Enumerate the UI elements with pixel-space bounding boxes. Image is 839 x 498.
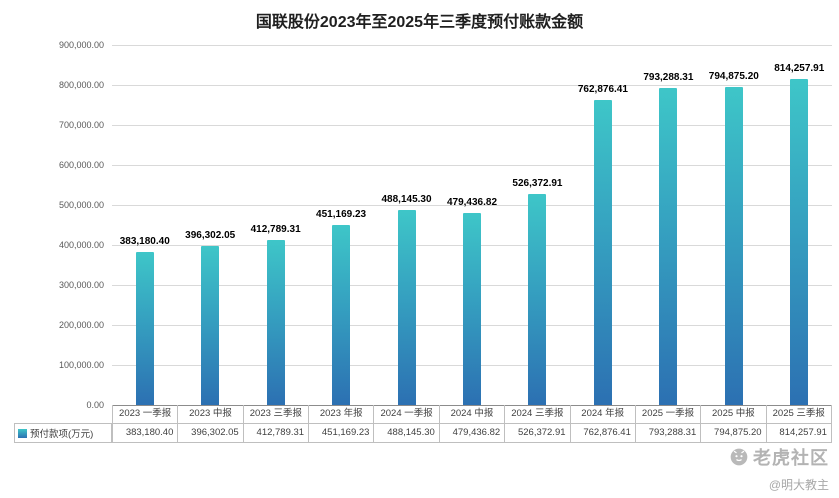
bar bbox=[135, 251, 154, 405]
bar bbox=[332, 224, 351, 405]
bar-data-label: 479,436.82 bbox=[446, 197, 498, 209]
tiger-icon bbox=[729, 447, 749, 467]
category-cell: 2023 三季报 bbox=[242, 405, 309, 424]
y-tick-label: 200,000.00 bbox=[58, 320, 104, 330]
category-cell: 2025 中报 bbox=[700, 405, 766, 424]
value-cell: 479,436.82 bbox=[438, 423, 505, 443]
y-tick-label: 600,000.00 bbox=[58, 160, 104, 170]
category-cell: 2025 一季报 bbox=[634, 405, 701, 424]
bar-data-label: 762,876.41 bbox=[577, 83, 628, 95]
value-cell: 488,145.30 bbox=[373, 423, 439, 443]
category-cell: 2025 三季报 bbox=[765, 405, 832, 424]
category-cell: 2024 年报 bbox=[569, 405, 635, 424]
bar-data-label: 793,288.31 bbox=[643, 71, 694, 83]
value-cell: 451,169.23 bbox=[308, 423, 374, 443]
category-cell: 2024 三季报 bbox=[504, 405, 570, 424]
y-tick-label: 700,000.00 bbox=[58, 120, 104, 130]
chart-title: 国联股份2023年至2025年三季度预付账款金额 bbox=[255, 14, 584, 31]
bar-data-label: 412,789.31 bbox=[250, 223, 301, 235]
category-cell: 2023 中报 bbox=[177, 405, 243, 424]
value-cell: 793,288.31 bbox=[634, 423, 701, 443]
value-cell: 383,180.40 bbox=[112, 423, 178, 443]
gridline bbox=[112, 205, 832, 206]
series-swatch-icon bbox=[18, 428, 27, 438]
category-axis-row: 2023 一季报 2023 中报 2023 三季报 2023 年报 2024 一季报 20… bbox=[112, 405, 832, 424]
value-cell: 814,257.91 bbox=[765, 423, 832, 443]
bar bbox=[201, 246, 220, 405]
bar-data-label: 396,302.05 bbox=[185, 230, 236, 242]
bar-data-label: 526,372.91 bbox=[512, 178, 563, 190]
bar bbox=[790, 79, 809, 405]
y-tick-label: 500,000.00 bbox=[58, 200, 104, 210]
y-tick-label: 400,000.00 bbox=[58, 240, 104, 250]
gridline bbox=[112, 125, 832, 126]
watermark-community: 老虎社区 bbox=[729, 444, 829, 470]
bar bbox=[528, 194, 547, 405]
bar-data-label: 451,169.23 bbox=[316, 208, 367, 220]
bar bbox=[266, 239, 285, 405]
y-tick-label: 0.00 bbox=[86, 400, 104, 410]
bar bbox=[397, 209, 416, 405]
watermark-community-text: 老虎社区 bbox=[753, 448, 829, 468]
y-tick-label: 300,000.00 bbox=[58, 280, 104, 290]
x-axis-line bbox=[112, 405, 832, 406]
bar-data-label: 794,875.20 bbox=[708, 71, 759, 83]
value-cell: 396,302.05 bbox=[177, 423, 243, 443]
category-cell: 2024 一季报 bbox=[373, 405, 439, 424]
category-cell: 2024 中报 bbox=[438, 405, 505, 424]
data-table-value-row: 383,180.40 396,302.05 412,789.31 451,169.23… bbox=[112, 423, 832, 443]
bar bbox=[724, 87, 743, 405]
gridline bbox=[112, 165, 832, 166]
value-cell: 412,789.31 bbox=[242, 423, 309, 443]
legend-cell: 预付款项(万元) bbox=[14, 423, 112, 443]
bar-data-label: 383,180.40 bbox=[119, 235, 170, 247]
bar bbox=[593, 99, 612, 405]
y-tick-label: 900,000.00 bbox=[58, 40, 104, 50]
gridline bbox=[112, 45, 832, 46]
y-tick-label: 800,000.00 bbox=[58, 80, 104, 90]
value-cell: 526,372.91 bbox=[504, 423, 570, 443]
category-cell: 2023 一季报 bbox=[112, 405, 178, 424]
watermark: 老虎社区 @明大教主 bbox=[729, 444, 829, 493]
bar bbox=[659, 87, 678, 405]
watermark-author: @明大教主 bbox=[768, 478, 829, 492]
bar bbox=[463, 213, 481, 405]
bar-data-label: 814,257.91 bbox=[774, 63, 825, 75]
value-cell: 762,876.41 bbox=[569, 423, 635, 443]
plot-area: 383,180.40 396,302.05 412,789.31 451,169.23… bbox=[112, 45, 832, 406]
value-cell: 794,875.20 bbox=[700, 423, 766, 443]
series-name: 预付款项(万元) bbox=[30, 429, 94, 440]
y-tick-label: 100,000.00 bbox=[58, 360, 104, 370]
bar-data-label: 488,145.30 bbox=[381, 193, 432, 205]
category-cell: 2023 年报 bbox=[308, 405, 374, 424]
gridline bbox=[112, 85, 832, 86]
